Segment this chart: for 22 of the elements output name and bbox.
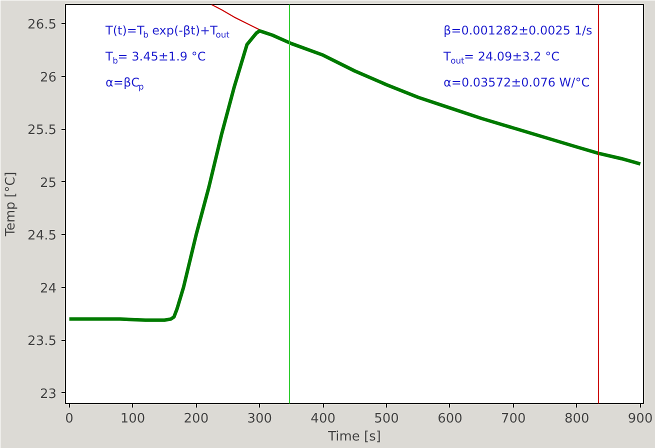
- annotation: α=0.03572±0.076 W/°C: [444, 76, 590, 90]
- y-tick-label: 24.5: [28, 228, 57, 244]
- x-tick-label: 700: [501, 412, 526, 426]
- x-tick-label: 100: [120, 412, 146, 426]
- x-tick-label: 600: [438, 412, 462, 426]
- x-axis-title: Time [s]: [327, 430, 381, 444]
- y-tick-label: 23: [40, 386, 57, 402]
- y-tick-label: 26: [40, 70, 57, 86]
- y-tick-label: 25.5: [28, 123, 57, 138]
- x-tick-label: 800: [564, 412, 590, 426]
- x-tick-label: 200: [184, 412, 209, 426]
- x-tick-label: 900: [628, 412, 653, 426]
- y-tick-label: 23.5: [28, 334, 57, 350]
- annotation: β=0.001282±0.0025 1/s: [444, 24, 592, 38]
- x-tick-label: 500: [374, 412, 399, 426]
- x-tick-label: 300: [247, 412, 272, 426]
- y-tick-label: 24: [40, 281, 57, 296]
- y-axis-title: Temp [°C]: [4, 172, 19, 238]
- x-tick-label: 400: [310, 412, 336, 426]
- y-tick-label: 25: [40, 176, 57, 191]
- x-tick-label: 0: [65, 412, 74, 426]
- y-tick-label: 26.5: [28, 18, 57, 32]
